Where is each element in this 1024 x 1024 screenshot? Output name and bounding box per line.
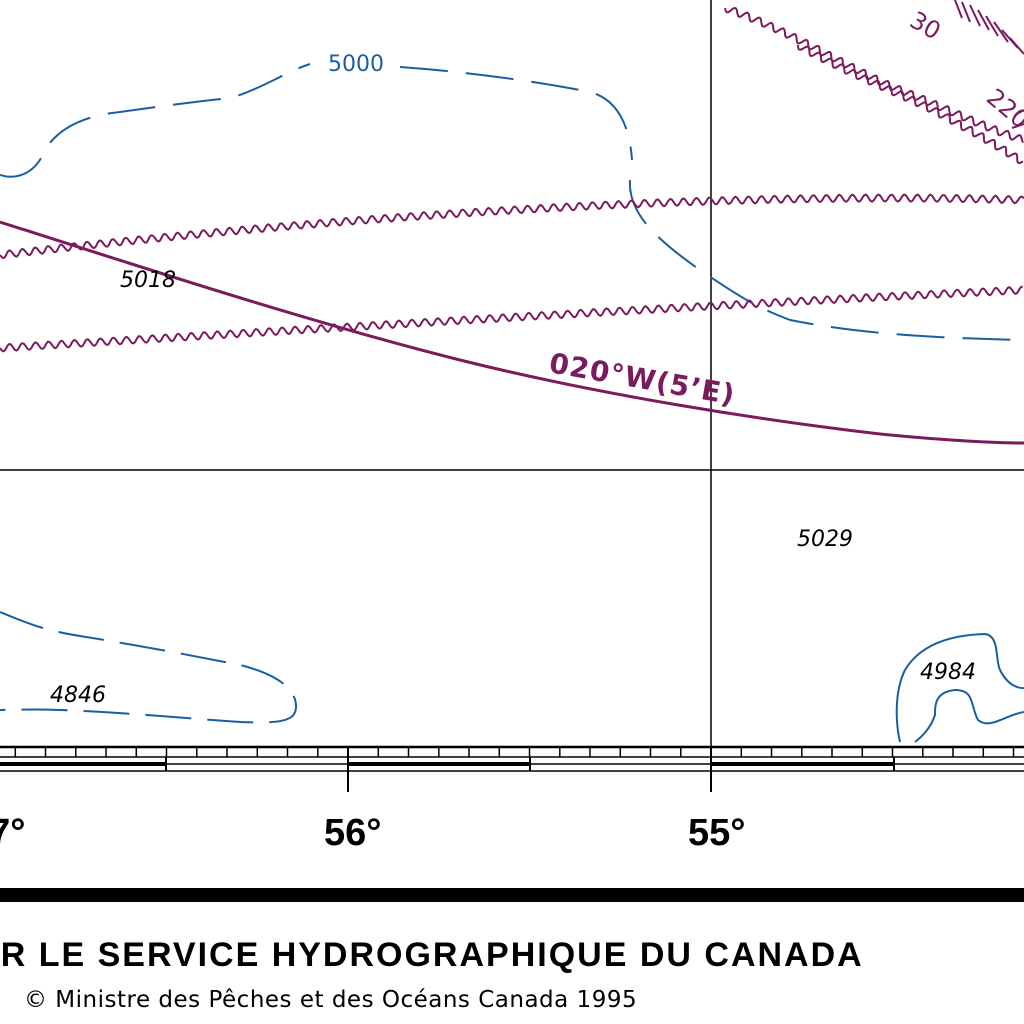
border-scale [0, 745, 1024, 792]
rose-label-220: 220 [981, 83, 1024, 134]
depth-contour-label: 5000 [328, 52, 384, 77]
sounding-5018: 5018 [120, 268, 176, 293]
sounding-5029: 5029 [797, 527, 853, 552]
rose-label-30: 30 [905, 6, 945, 46]
publisher-title: PAR LE SERVICE HYDROGRAPHIQUE DU CANADA [0, 936, 864, 974]
footer-rule [0, 888, 1024, 902]
sounding-4984: 4984 [920, 660, 976, 685]
isogonic-line [0, 220, 1024, 445]
longitude-label-55: 55° [688, 812, 745, 854]
depth-contour-solid [895, 632, 1024, 743]
magnetic-wavy-line-3 [724, 6, 1024, 144]
sounding-4846: 4846 [50, 683, 106, 708]
magnetic-wavy-line-1 [0, 193, 1024, 260]
magnetic-wavy-line-2 [0, 285, 1023, 353]
depth-contour-5000-lower [0, 611, 298, 724]
copyright-notice: © Ministre des Pêches et des Océans Cana… [24, 987, 637, 1013]
isogonic-label: 020°W(5’E) [547, 346, 738, 411]
depth-contour-5000-upper [0, 63, 1024, 341]
compass-rose-fragment [954, 0, 1024, 129]
longitude-label-57: 57° [0, 812, 25, 854]
longitude-label-56: 56° [324, 812, 381, 854]
magnetic-wavy-line-4 [797, 44, 1024, 165]
